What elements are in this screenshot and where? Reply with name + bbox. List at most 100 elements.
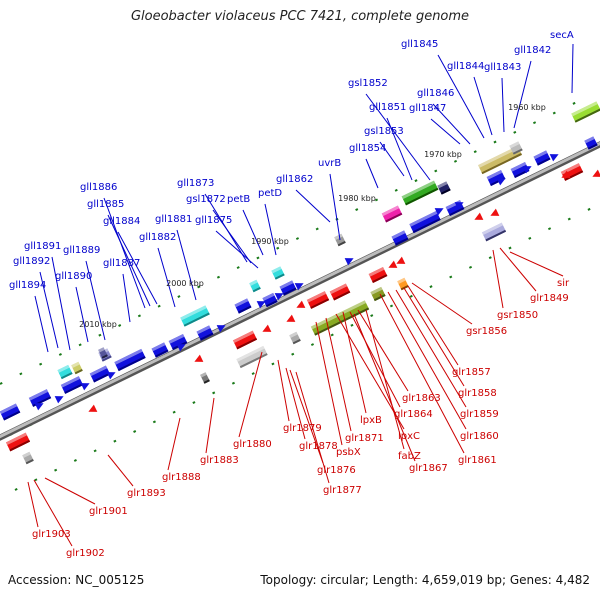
scale-label: 2010 kbp [79, 320, 117, 329]
tick-mark-upper-outer [572, 101, 576, 105]
feature-block-dark-grey-shade [203, 379, 210, 384]
reverse-label-line [205, 397, 215, 454]
tick-mark-lower-outer [172, 410, 176, 414]
forward-gene-block-shade [64, 383, 84, 394]
feature-block-cyan [249, 279, 261, 293]
feature-block-olive-green-shade [373, 294, 386, 302]
forward-gene-block-shade [587, 143, 598, 150]
tick-mark-upper-outer [513, 130, 517, 134]
forward-gene-label: petD [258, 188, 282, 199]
feature-block-cyan-shade [60, 372, 73, 380]
feature-block-cyan [271, 266, 285, 280]
forward-gene-block [114, 348, 146, 372]
reverse-gene-block-face [329, 283, 351, 301]
forward-gene-block-highlight [0, 403, 18, 415]
reverse-gene-arrow [286, 314, 296, 322]
feature-block-grey-small-highlight [289, 331, 298, 338]
feature-block-slate-shade [485, 229, 507, 242]
feature-block-cyan-face [180, 305, 210, 327]
reverse-label-line [325, 317, 352, 432]
forward-gene-label: gll1894 [9, 280, 46, 291]
genome-summary-text: Topology: circular; Length: 4,659,019 bp… [260, 573, 590, 587]
forward-gene-block-highlight [168, 333, 185, 344]
forward-gene-label: gsl1872 [186, 194, 226, 205]
forward-label-line [117, 231, 158, 305]
forward-gene-label: uvrB [318, 158, 341, 169]
tick-mark-upper-outer [157, 304, 161, 308]
feature-block-grey-small-shade [292, 338, 301, 345]
feature-block-grey [509, 141, 523, 155]
forward-gene-block [391, 230, 409, 246]
reverse-gene-arrow-head [490, 208, 500, 216]
forward-gene-arrow [216, 325, 226, 333]
forward-gene-label: gll1889 [63, 245, 100, 256]
forward-label-line [295, 189, 331, 223]
forward-gene-arrow-head [344, 258, 354, 266]
forward-label-line [329, 173, 341, 241]
forward-gene-label: petB [227, 194, 250, 205]
forward-gene-label: gll1875 [195, 215, 232, 226]
forward-gene-label: gll1847 [409, 103, 446, 114]
reverse-gene-block [5, 432, 31, 452]
reverse-label-line [167, 417, 181, 471]
reverse-gene-arrow-head [194, 354, 204, 362]
tick-mark-upper-outer [434, 169, 438, 173]
tick-mark-upper-outer [19, 372, 23, 376]
feature-block-magenta-highlight [381, 205, 400, 217]
tick-mark-upper-outer [118, 324, 122, 327]
forward-gene-block [60, 376, 84, 394]
reverse-gene-label: lpxB [360, 415, 382, 426]
forward-gene-block [151, 342, 169, 358]
forward-label-line [501, 77, 505, 133]
forward-label-line [212, 209, 252, 264]
feature-block-light-grey [236, 345, 268, 369]
gene-labels: gll1845 gll1844 gll1843 gll1842 secA gll1846 g… [9, 30, 574, 559]
feature-block-green-shade [405, 187, 439, 206]
tick-mark-lower-outer [488, 256, 492, 260]
feature-block-light-grey-highlight [236, 345, 265, 362]
feature-block-khaki-face [478, 145, 522, 175]
forward-gene-block-highlight [584, 136, 595, 144]
feature-block-purple-small-highlight [98, 347, 105, 353]
tick-mark-lower-outer [113, 439, 117, 443]
reverse-gene-label: gsr1850 [497, 310, 538, 321]
reverse-gene-block-highlight [232, 330, 255, 344]
forward-label-line [85, 260, 106, 341]
reverse-gene-arrow-head [474, 212, 484, 220]
gene-blocks [0, 101, 600, 465]
forward-gene-block-face [60, 376, 84, 394]
forward-gene-block-shade [265, 300, 278, 308]
tick-mark-lower-outer [429, 285, 433, 289]
tick-mark-upper-outer [453, 159, 458, 163]
forward-gene-arrow-head [34, 403, 44, 411]
reverse-gene-block-shade [564, 170, 584, 181]
reverse-gene-block-shade [9, 439, 31, 452]
reverse-label-line [335, 313, 405, 430]
feature-block-slate-face [481, 222, 507, 242]
forward-gene-arrow [434, 208, 444, 216]
tick-mark-lower-outer [468, 265, 473, 269]
forward-label-line [513, 60, 532, 129]
reverse-label-line [27, 481, 39, 528]
forward-gene-block-shade [200, 332, 214, 341]
tick-mark-upper-outer [414, 179, 418, 183]
tick-mark-lower-outer [291, 352, 295, 356]
tick-mark-upper-outer [78, 343, 82, 347]
reverse-label-line [395, 289, 467, 408]
reverse-gene-label: psbX [336, 447, 361, 458]
tick-mark-lower-outer [330, 333, 334, 337]
feature-block-green-face [401, 180, 439, 206]
tick-mark-lower-outer [508, 246, 512, 250]
forward-gene-arrow [344, 258, 354, 266]
forward-gene-block-shade [3, 410, 21, 421]
forward-label-line [365, 158, 379, 189]
reverse-label-line [285, 367, 306, 440]
tick-mark-lower-outer [547, 227, 552, 231]
label-lines [27, 43, 574, 547]
forward-label-line [75, 286, 89, 343]
forward-gene-arrow [54, 396, 64, 404]
forward-label-line [264, 203, 277, 256]
reverse-label-line [379, 293, 465, 454]
tick-mark-upper-outer [236, 266, 240, 270]
forward-gene-block-highlight [234, 298, 249, 308]
